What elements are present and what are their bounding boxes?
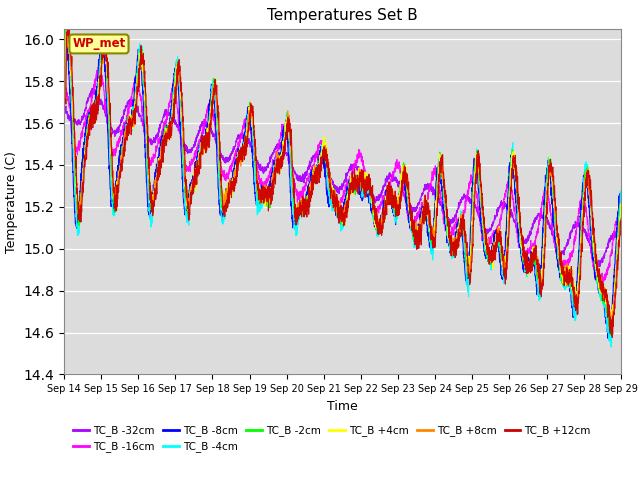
Legend: TC_B -32cm, TC_B -16cm, TC_B -8cm, TC_B -4cm, TC_B -2cm, TC_B +4cm, TC_B +8cm, T: TC_B -32cm, TC_B -16cm, TC_B -8cm, TC_B …: [69, 421, 595, 456]
Text: WP_met: WP_met: [72, 37, 125, 50]
Title: Temperatures Set B: Temperatures Set B: [267, 9, 418, 24]
Y-axis label: Temperature (C): Temperature (C): [5, 151, 18, 252]
X-axis label: Time: Time: [327, 400, 358, 413]
